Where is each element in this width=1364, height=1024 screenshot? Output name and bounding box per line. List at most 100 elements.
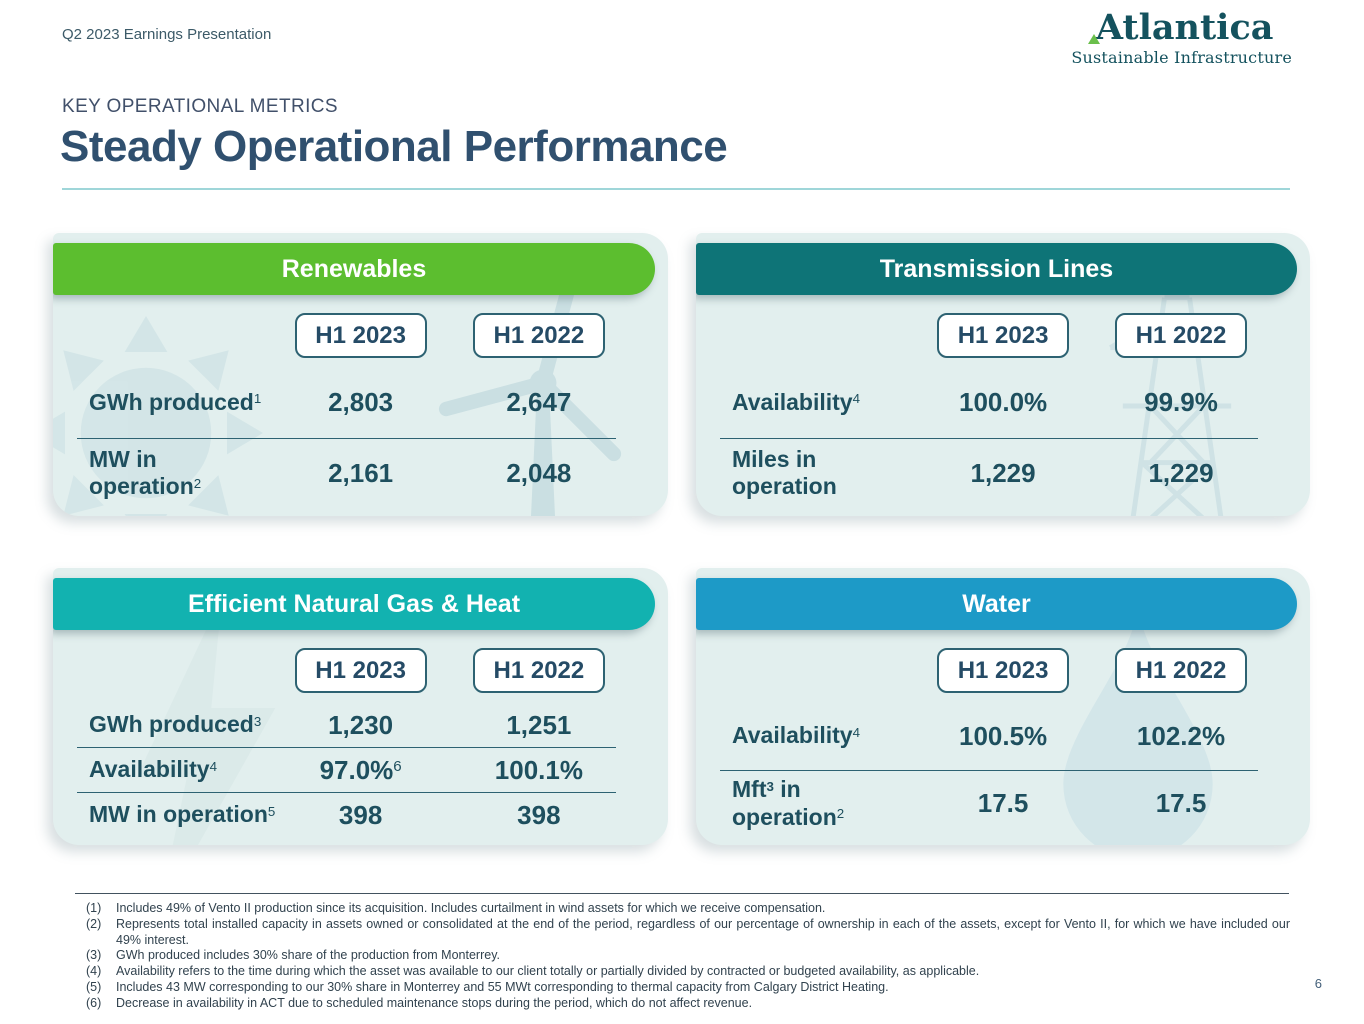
row-divider xyxy=(720,769,1258,771)
card-header-gas: Efficient Natural Gas & Heat xyxy=(53,578,655,630)
logo-wordmark: Atlantica xyxy=(1087,9,1273,47)
column-header-box: H1 2022 xyxy=(472,648,605,693)
metric-label-line: Availability4 xyxy=(89,756,272,784)
metric-label: Miles in operation xyxy=(696,446,914,501)
metric-label-line: operation2 xyxy=(732,804,914,832)
column-spacer xyxy=(696,648,914,693)
column-header-box: H1 2023 xyxy=(937,648,1070,693)
metric-row: MW in operation5 398 398 xyxy=(53,793,668,837)
value-text: 2,161 xyxy=(328,457,394,488)
value-text: 17.5 xyxy=(1155,788,1207,819)
footnote-text: Availability refers to the time during w… xyxy=(116,964,980,978)
card-title: Renewables xyxy=(281,254,427,283)
label-segment: operation xyxy=(89,473,194,500)
metric-value: 2,161 xyxy=(272,458,450,489)
metric-label: MW in operation5 xyxy=(53,801,275,829)
value-text: 398 xyxy=(338,799,383,830)
label-segment: Availability xyxy=(89,756,210,783)
metric-value: 398 xyxy=(272,800,450,831)
metric-value: 2,048 xyxy=(450,458,628,489)
label-segment: Mft xyxy=(732,776,767,803)
column-header-box: H1 2023 xyxy=(294,313,427,358)
value-text: 1,251 xyxy=(506,709,572,740)
metric-label-line: operation xyxy=(732,473,914,501)
title-underline xyxy=(62,188,1290,190)
column-headers: H1 2023 H1 2022 xyxy=(696,648,1310,693)
metric-value: 17.5 xyxy=(914,788,1092,819)
metric-value: 100.0% xyxy=(914,387,1092,418)
value-text: 1,229 xyxy=(970,457,1036,488)
metric-label-line: GWh produced3 xyxy=(89,711,272,739)
label-segment: 4 xyxy=(852,391,861,407)
column-spacer xyxy=(696,313,914,358)
footnote-item: (4) Availability refers to the time durin… xyxy=(86,964,1290,980)
metric-value: 398 xyxy=(450,800,628,831)
metric-label: MW in operation2 xyxy=(53,446,272,501)
metric-value: 1,229 xyxy=(914,458,1092,489)
label-segment: 3 xyxy=(766,778,774,794)
footnote-number: (2) xyxy=(86,916,102,931)
metric-row: Availability4 100.0% 99.9% xyxy=(696,368,1310,438)
column-spacer xyxy=(53,313,272,358)
footnotes: (1) Includes 49% of Vento II production s… xyxy=(86,901,1290,1011)
card-efficient-natural-gas-heat: Efficient Natural Gas & Heat H1 2023 H1 20… xyxy=(53,568,668,845)
metric-value: 2,647 xyxy=(450,387,628,418)
card-header-renewables: Renewables xyxy=(53,243,655,295)
column-headers: H1 2023 H1 2022 xyxy=(53,648,668,693)
footnote-item: (5) Includes 43 MW corresponding to our 3… xyxy=(86,980,1290,996)
label-segment: Miles in xyxy=(732,445,817,472)
section-eyebrow: KEY OPERATIONAL METRICS xyxy=(62,96,338,117)
footnotes-divider xyxy=(75,893,1289,894)
label-segment: GWh produced xyxy=(89,711,254,738)
metric-label: GWh produced3 xyxy=(53,711,272,739)
column-header-box: H1 2023 xyxy=(937,313,1070,358)
label-segment: 2 xyxy=(193,475,202,491)
column-spacer xyxy=(53,648,272,693)
value-text: 97.0% xyxy=(319,754,394,785)
metric-value: 1,229 xyxy=(1092,458,1270,489)
value-text: 17.5 xyxy=(977,788,1029,819)
metric-value: 100.5% xyxy=(914,721,1092,752)
metric-value: 2,803 xyxy=(272,387,450,418)
footnote-number: (6) xyxy=(86,995,102,1010)
card-header-water: Water xyxy=(696,578,1297,630)
metric-label: Availability4 xyxy=(696,722,914,750)
metric-row: Availability4 100.5% 102.2% xyxy=(696,703,1310,770)
metric-value: 97.0%6 xyxy=(272,755,450,786)
metric-value: 100.1% xyxy=(450,755,628,786)
card-title: Efficient Natural Gas & Heat xyxy=(187,589,521,618)
value-text: 1,230 xyxy=(328,709,394,740)
metric-row: Mft3 in operation2 17.5 17.5 xyxy=(696,771,1310,838)
row-divider xyxy=(720,437,1258,439)
value-text: 398 xyxy=(517,799,561,830)
metric-label-line: operation2 xyxy=(89,473,272,501)
value-text: 2,803 xyxy=(328,387,394,418)
metric-label-line: Availability4 xyxy=(732,722,914,750)
label-segment: operation xyxy=(732,803,837,830)
column-headers: H1 2023 H1 2022 xyxy=(53,313,668,358)
metrics: Availability4 100.0% 99.9% Miles in operatio… xyxy=(696,368,1310,508)
value-text: 99.9% xyxy=(1144,387,1218,418)
value-sup: 6 xyxy=(393,757,402,775)
label-segment: Availability xyxy=(732,722,853,749)
column-header-box: H1 2022 xyxy=(1115,313,1248,358)
footnote-item: (6) Decrease in availability in ACT due t… xyxy=(86,996,1290,1012)
card-transmission: Transmission Lines H1 2023 H1 2022 Availabi… xyxy=(696,233,1310,516)
column-header-box: H1 2022 xyxy=(472,313,605,358)
metric-value: 17.5 xyxy=(1092,788,1270,819)
metric-row: Availability4 97.0%6 100.1% xyxy=(53,748,668,792)
metrics: GWh produced1 2,803 2,647 MW in operation2 2,… xyxy=(53,368,668,508)
logo-triangle-icon xyxy=(1087,33,1100,44)
footnote-item: (2) Represents total installed capacity i… xyxy=(86,917,1290,949)
card-header-transmission: Transmission Lines xyxy=(696,243,1297,295)
row-divider xyxy=(77,437,616,439)
column-headers: H1 2023 H1 2022 xyxy=(696,313,1310,358)
metric-value: 99.9% xyxy=(1092,387,1270,418)
footnote-number: (1) xyxy=(86,901,102,915)
footnote-item: (3) GWh produced includes 30% share of th… xyxy=(86,948,1290,964)
value-text: 100.5% xyxy=(958,720,1048,751)
page-title: Steady Operational Performance xyxy=(60,122,728,171)
atlantica-logo: Atlantica Sustainable Infrastructure xyxy=(1071,9,1292,67)
label-segment: MW in xyxy=(89,445,157,472)
